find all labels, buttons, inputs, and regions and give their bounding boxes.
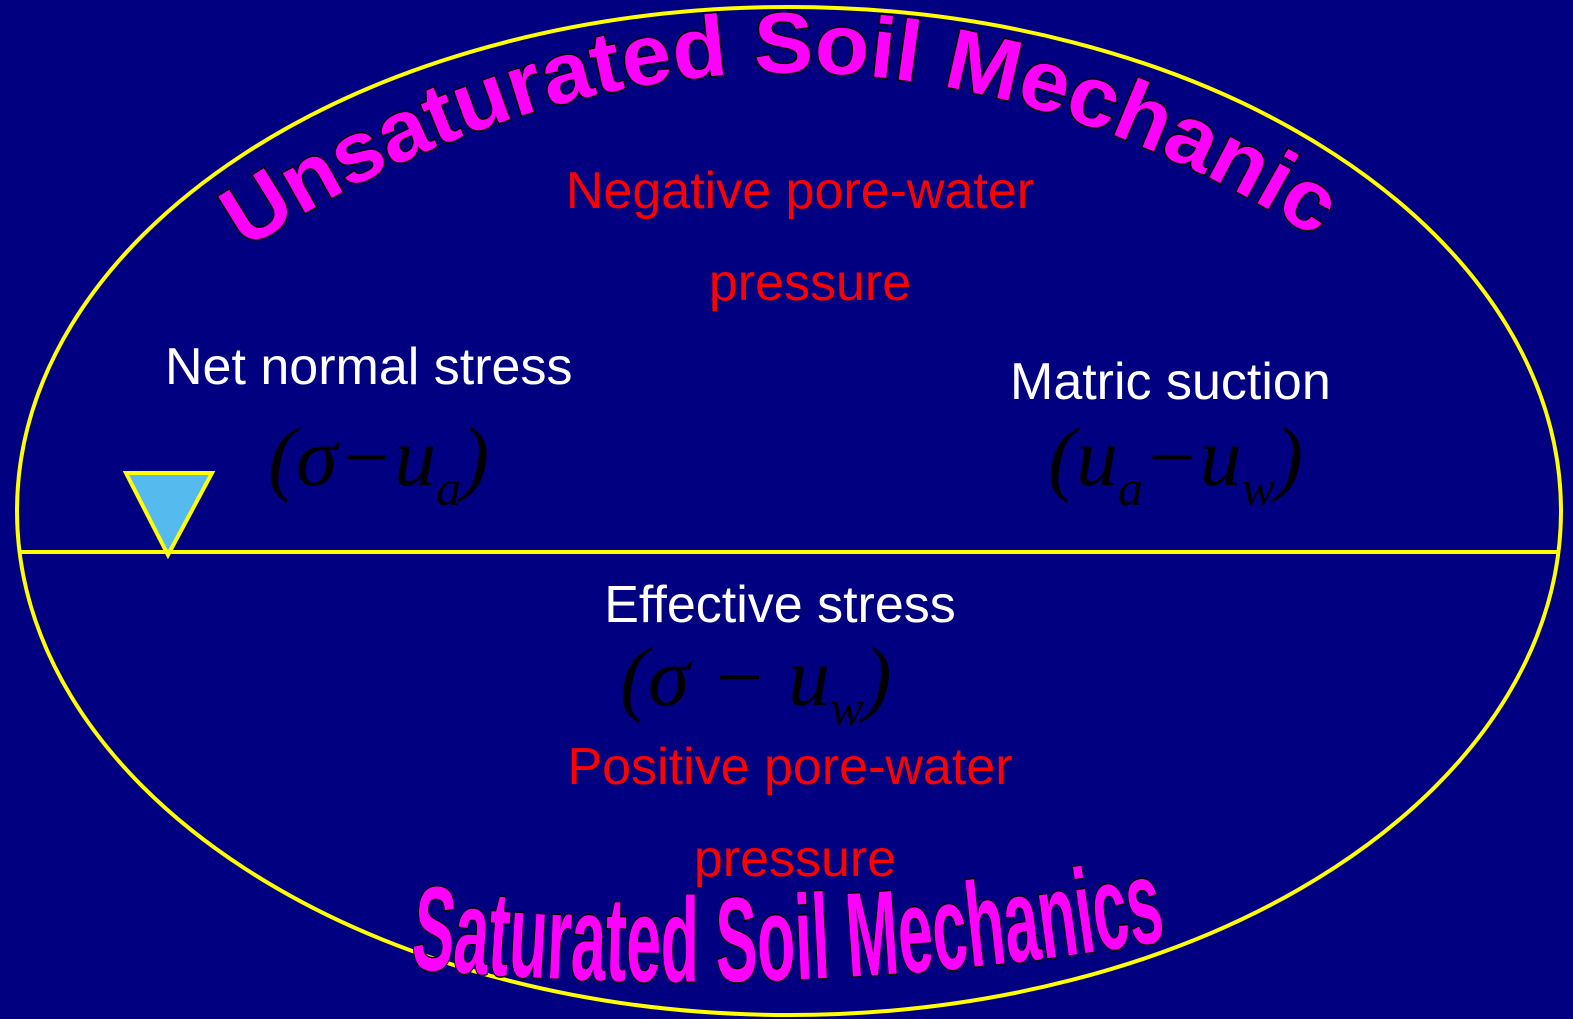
formula-subscript: w (830, 680, 863, 736)
formula-subscript: a (1118, 460, 1143, 516)
lower-label: pressure (694, 830, 896, 888)
formula-text: (u (1048, 411, 1118, 504)
water-table-symbol (122, 471, 216, 560)
lower-label: Positive pore-water (567, 738, 1012, 796)
effective-formula: (σ − uw) (620, 631, 891, 736)
formula-subscript: a (436, 460, 461, 516)
upper-label: Negative pore-water (566, 162, 1034, 220)
formula-text: −u (1143, 411, 1242, 504)
matric-label: Matric suction (1010, 353, 1331, 411)
matric-formula: (ua−uw) (1048, 411, 1303, 516)
net-normal-label: Net normal stress (165, 338, 572, 396)
formula-text: (σ−u (268, 411, 436, 504)
formula-text: ) (1271, 411, 1303, 504)
formula-subscript: w (1242, 460, 1275, 516)
effective-label: Effective stress (604, 576, 956, 634)
net-normal-formula: (σ−ua) (268, 411, 489, 516)
formula-text: (σ − u (620, 631, 830, 724)
upper-label: pressure (709, 254, 911, 312)
formula-text: ) (457, 411, 489, 504)
soil-ellipse (15, 5, 1563, 1017)
formula-text: ) (859, 631, 891, 724)
